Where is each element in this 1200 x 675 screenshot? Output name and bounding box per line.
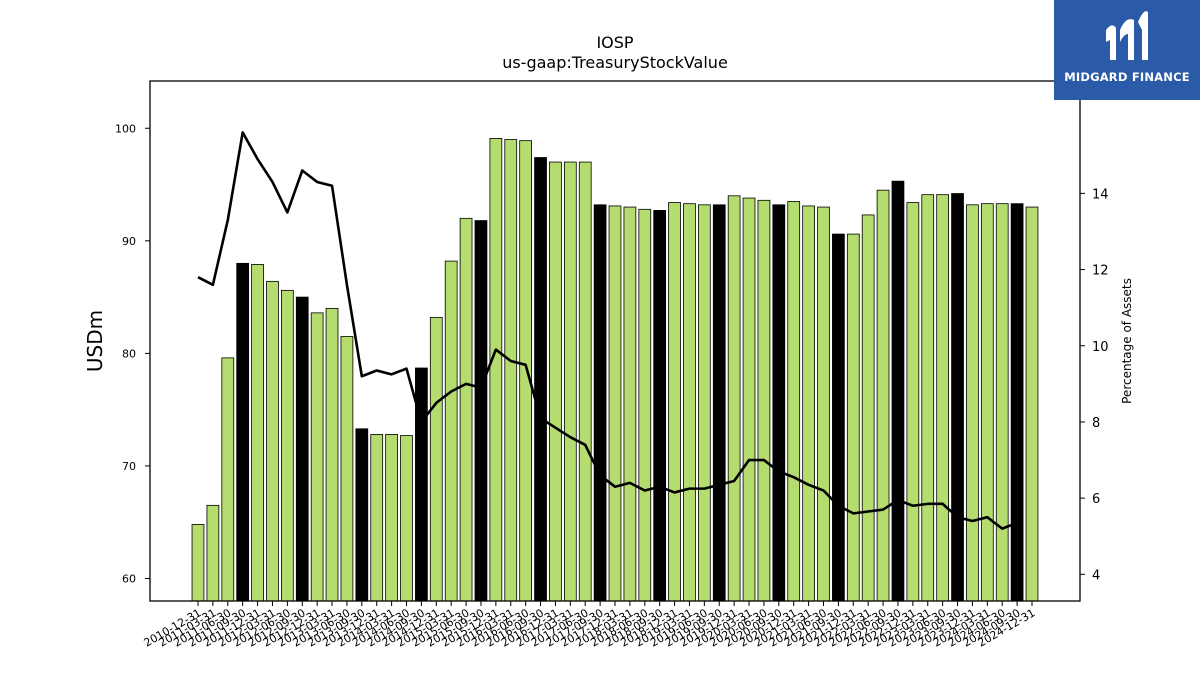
bar <box>355 428 369 602</box>
bar <box>236 262 250 602</box>
bar <box>459 217 473 602</box>
bar <box>578 161 592 602</box>
y2-tick-label: 8 <box>1092 416 1100 431</box>
bar <box>832 233 845 602</box>
brand-logo: MIDGARD FINANCE <box>1054 0 1200 100</box>
line-series <box>197 131 1018 530</box>
bar <box>340 336 354 602</box>
bar <box>325 307 339 602</box>
percentage-line <box>197 131 1018 530</box>
y2-tick-label: 14 <box>1092 187 1109 202</box>
bar <box>191 524 205 602</box>
y-axis-left: 60 70 80 90 100 <box>115 122 150 585</box>
bar <box>623 206 637 602</box>
bar <box>310 312 324 602</box>
bar <box>206 504 220 602</box>
bar <box>668 202 681 602</box>
bar-series <box>191 137 1039 602</box>
bar <box>608 205 622 602</box>
bar <box>549 161 562 602</box>
bar <box>563 161 577 602</box>
bar <box>787 201 801 602</box>
bar <box>1010 203 1024 602</box>
y-tick-label: 70 <box>122 460 136 473</box>
chart-title: IOSP <box>596 33 633 52</box>
y-tick-label: 80 <box>122 347 136 360</box>
y2-tick-label: 12 <box>1092 264 1109 279</box>
bar <box>876 189 890 602</box>
bar <box>400 435 413 602</box>
y2-axis-label: Percentage of Assets <box>1120 278 1134 404</box>
bar <box>995 203 1009 602</box>
bar <box>980 203 994 602</box>
y-tick-label: 90 <box>122 235 136 248</box>
bar <box>891 180 905 602</box>
bar <box>757 199 771 602</box>
bar <box>385 434 398 602</box>
bar <box>221 357 235 602</box>
bar <box>504 139 518 602</box>
y-axis-label: USDm <box>83 310 107 372</box>
bar <box>653 210 667 602</box>
bar <box>683 203 696 602</box>
bar <box>921 194 935 602</box>
y2-tick-label: 6 <box>1092 492 1100 507</box>
bar <box>698 204 711 602</box>
logo-text: MIDGARD FINANCE <box>1064 70 1190 84</box>
bar <box>966 204 979 602</box>
bar <box>817 206 830 602</box>
y-axis-right: 4 6 8 10 12 14 <box>1080 187 1109 583</box>
y-tick-label: 60 <box>122 572 136 585</box>
y2-tick-label: 4 <box>1092 568 1100 583</box>
bar <box>861 214 875 602</box>
bar <box>936 194 950 602</box>
bar <box>295 296 309 602</box>
bar <box>280 289 294 602</box>
bar <box>593 204 607 602</box>
bar <box>846 233 860 602</box>
bar <box>906 202 920 602</box>
bar <box>638 208 652 602</box>
bar <box>772 204 786 602</box>
bar <box>444 260 458 602</box>
bar <box>266 280 279 602</box>
bar <box>1025 206 1039 602</box>
x-axis: 2010-12-312011-03-312011-06-302011-09-30… <box>142 601 1038 650</box>
bar <box>519 140 533 602</box>
bar <box>489 137 503 602</box>
logo-mark-icon <box>1106 11 1148 60</box>
y-tick-label: 100 <box>115 122 136 135</box>
bar <box>370 434 384 602</box>
bar <box>429 316 443 602</box>
bar <box>474 220 488 602</box>
y2-tick-label: 10 <box>1092 340 1109 355</box>
bar <box>727 195 741 602</box>
chart-subtitle: us-gaap:TreasuryStockValue <box>502 53 728 72</box>
bar <box>742 197 756 602</box>
bar <box>251 264 264 602</box>
bar <box>951 193 964 602</box>
bar <box>712 204 726 602</box>
bar <box>802 205 815 602</box>
bar <box>534 157 547 602</box>
